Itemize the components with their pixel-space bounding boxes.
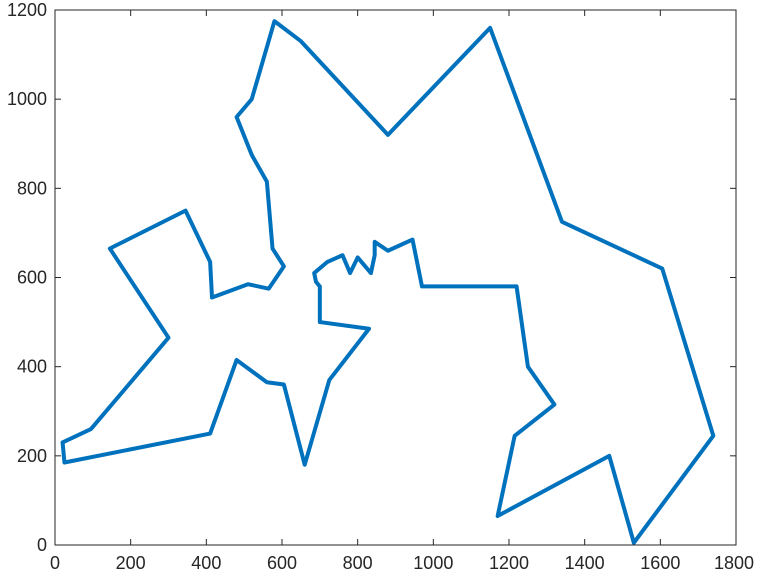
y-tick-label: 0 [37,535,47,555]
y-axis: 0 200 400 600 800 1000 1200 [7,0,736,555]
x-tick-label: 1200 [489,553,529,573]
x-tick-label: 800 [343,553,373,573]
series-line-0 [60,19,716,545]
y-tick-label: 1000 [7,89,47,109]
x-tick-label: 200 [116,553,146,573]
x-tick-label: 1000 [413,553,453,573]
x-tick-label: 0 [50,553,60,573]
y-tick-label: 400 [17,357,47,377]
x-tick-label: 1800 [714,553,754,573]
y-tick-label: 1200 [7,0,47,20]
x-tick-label: 400 [191,553,221,573]
y-tick-label: 800 [17,178,47,198]
y-tick-label: 600 [17,268,47,288]
x-axis: 0 200 400 600 800 1000 1200 1400 1600 1800 [50,10,754,573]
x-tick-label: 600 [267,553,297,573]
x-tick-label: 1600 [640,553,680,573]
series-layer [60,19,716,545]
y-tick-label: 200 [17,446,47,466]
x-tick-label: 1400 [565,553,605,573]
